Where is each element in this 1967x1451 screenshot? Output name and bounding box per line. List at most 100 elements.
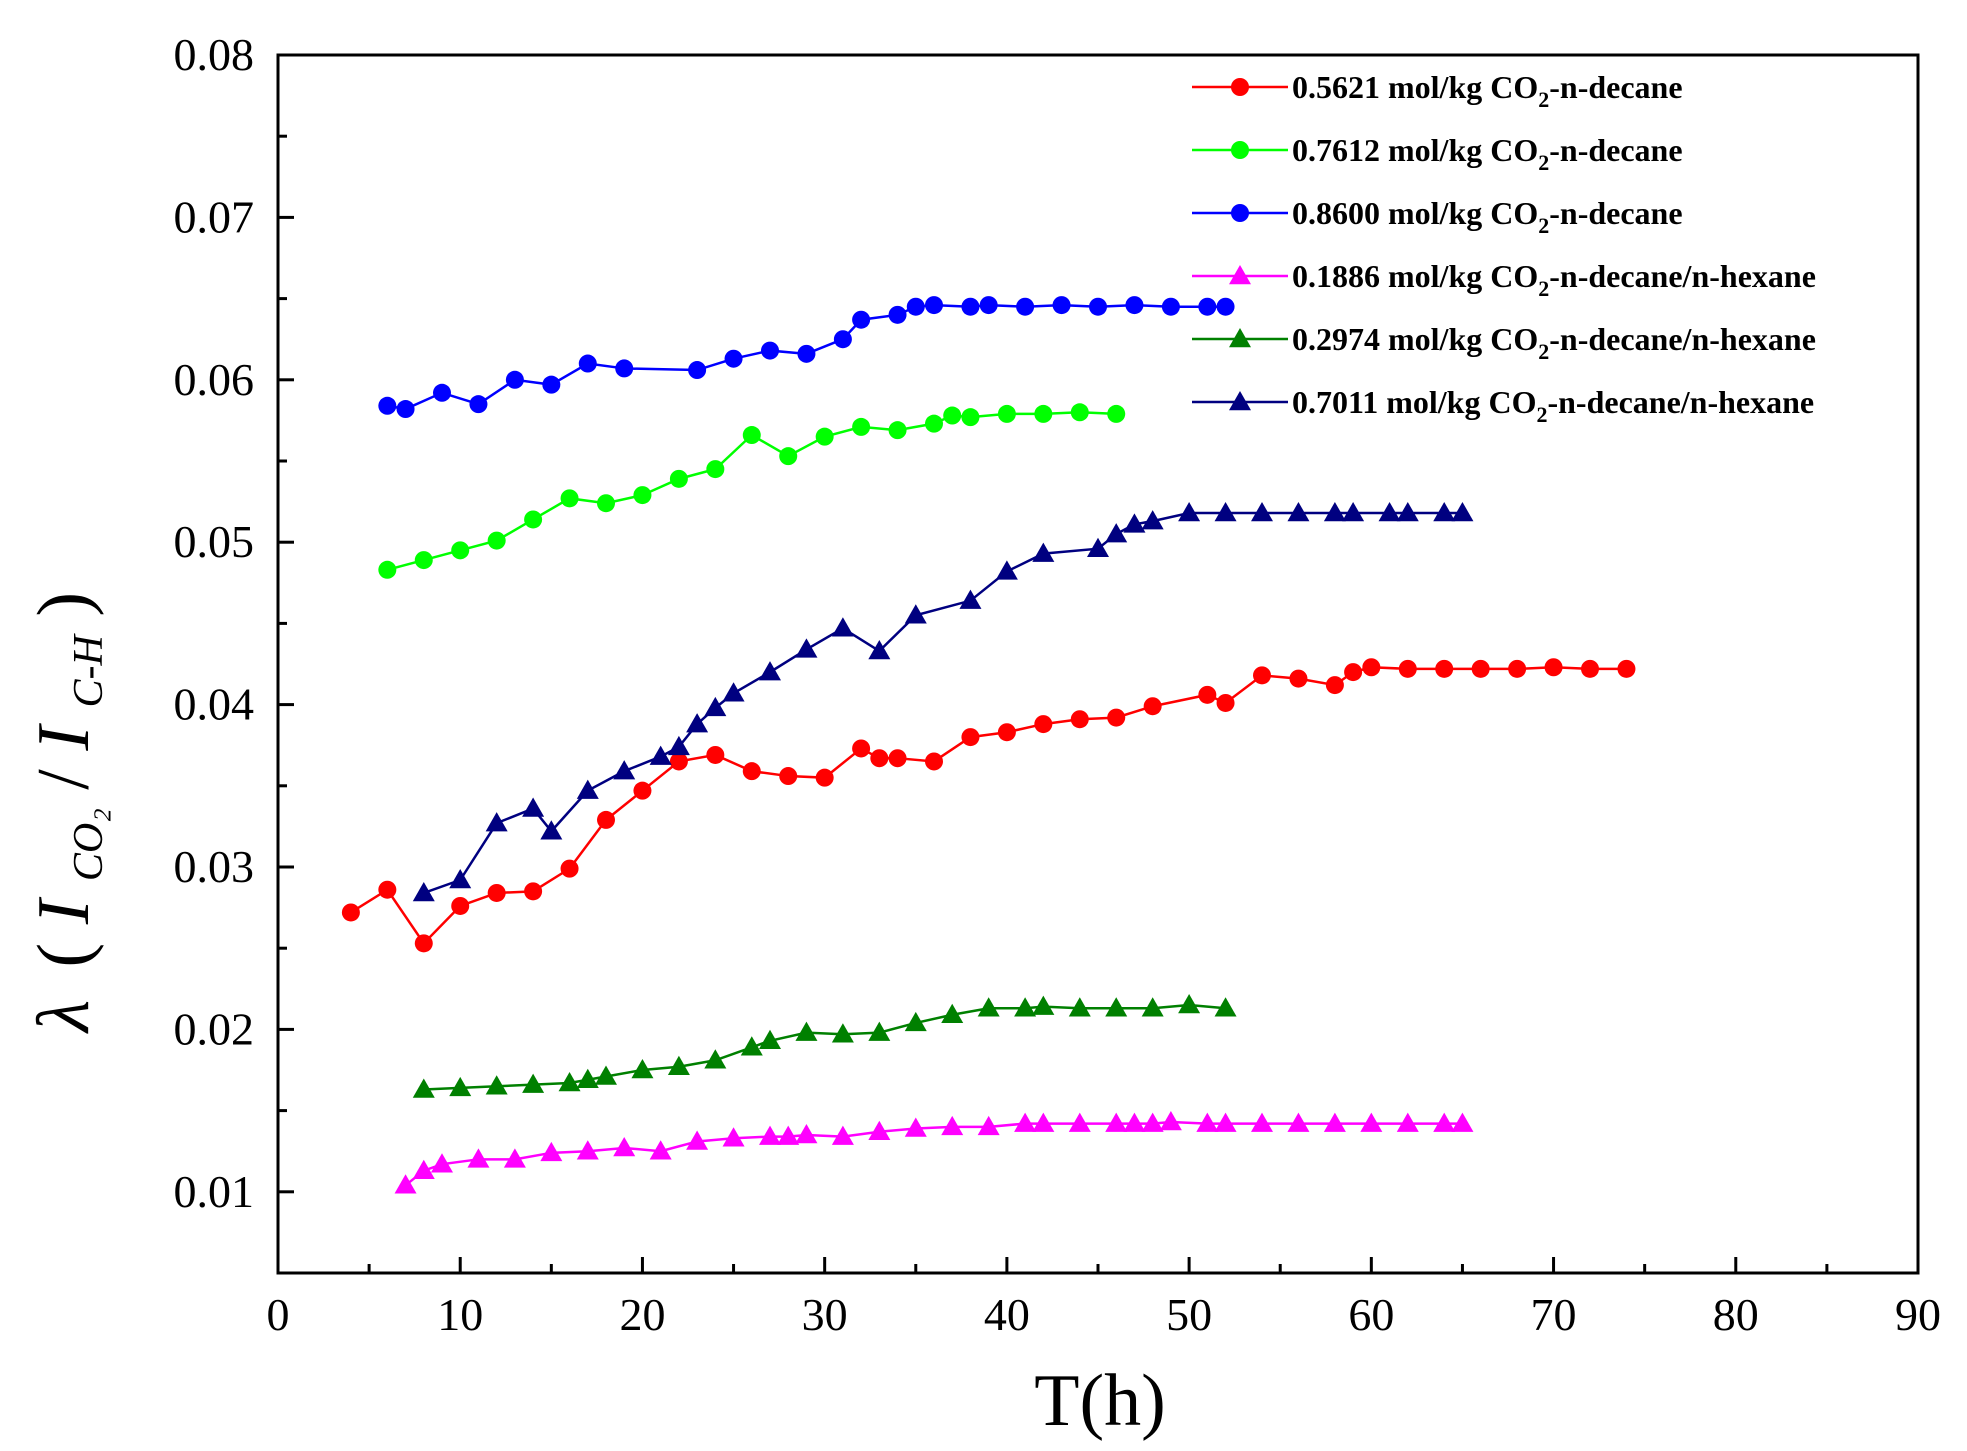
data-point [649, 1140, 672, 1160]
data-point [925, 414, 943, 433]
data-point [831, 1125, 854, 1145]
data-point [961, 728, 980, 747]
data-point [959, 589, 982, 609]
x-tick-label: 10 [437, 1289, 483, 1340]
y-tick-label: 0.03 [174, 841, 255, 892]
data-point [941, 1003, 964, 1024]
data-point [1544, 658, 1563, 677]
y-axis-title-ch: C-H [66, 632, 112, 707]
data-point [633, 486, 652, 505]
legend-marker [1229, 265, 1251, 285]
data-point [485, 812, 508, 832]
data-point [1451, 1112, 1474, 1132]
data-point [815, 427, 834, 446]
data-point [795, 638, 818, 658]
legend-marker [1231, 141, 1249, 159]
data-point [451, 541, 470, 560]
legend-entry: 0.7011 mol/kg CO2-n-decane/n-hexane [1192, 384, 1814, 427]
legend-entry: 0.2974 mol/kg CO2-n-decane/n-hexane [1192, 321, 1816, 364]
data-point [1196, 1112, 1219, 1132]
legend-label: 0.1886 mol/kg CO2-n-decane/n-hexane [1292, 258, 1816, 301]
legend: 0.5621 mol/kg CO2-n-decane 0.7612 mol/kg … [1192, 69, 1816, 427]
data-point [540, 1141, 563, 1162]
data-point [1125, 296, 1144, 315]
data-point [1216, 297, 1235, 316]
series-5 [412, 994, 1237, 1098]
data-point [1141, 997, 1164, 1017]
data-point [742, 762, 761, 781]
data-point [1105, 523, 1128, 543]
y-axis-title-close: ) [23, 592, 105, 617]
data-point [759, 1029, 781, 1050]
data-point [1070, 710, 1089, 729]
data-point [722, 1127, 745, 1147]
data-point [706, 460, 725, 479]
data-point [613, 760, 636, 780]
legend-label: 0.7612 mol/kg CO2-n-decane [1292, 132, 1683, 175]
x-tick-label: 90 [1895, 1289, 1941, 1340]
data-point [943, 406, 962, 425]
data-point [1251, 1112, 1273, 1132]
data-point [1433, 1112, 1456, 1132]
data-point [487, 531, 506, 550]
data-point [522, 797, 545, 817]
data-point [1396, 501, 1419, 522]
data-point [378, 396, 397, 415]
x-tick-label: 20 [619, 1289, 665, 1340]
data-point [1034, 715, 1053, 734]
data-point [1178, 501, 1201, 522]
data-point [1471, 659, 1490, 678]
x-tick-label: 60 [1348, 1289, 1394, 1340]
data-point [1435, 659, 1454, 678]
y-axis-title-slash: / [23, 769, 105, 790]
data-point [1014, 1112, 1037, 1132]
data-point [1251, 501, 1273, 522]
data-point [904, 1011, 927, 1032]
data-point [576, 1140, 599, 1160]
data-point [449, 868, 472, 889]
data-point [1123, 1112, 1146, 1132]
legend-label: 0.2974 mol/kg CO2-n-decane/n-hexane [1292, 321, 1816, 364]
y-axis-title-co2: CO₂ [66, 808, 112, 881]
data-point [1068, 1112, 1091, 1132]
data-point [1016, 297, 1035, 316]
data-point [904, 1117, 927, 1137]
y-axis-title-i1: I [23, 896, 105, 925]
data-point [761, 341, 779, 360]
data-point [1032, 542, 1055, 562]
data-point [1378, 501, 1401, 522]
legend-marker [1231, 204, 1249, 222]
data-point [1325, 676, 1344, 695]
data-point [686, 713, 709, 733]
data-point [1396, 1112, 1419, 1132]
data-point [1362, 658, 1381, 677]
data-point [597, 810, 615, 829]
data-point [888, 305, 907, 324]
data-point [704, 696, 727, 717]
data-point [1581, 659, 1599, 678]
data-point [1508, 659, 1527, 678]
legend-label: 0.7011 mol/kg CO2-n-decane/n-hexane [1292, 384, 1814, 427]
data-point [961, 297, 980, 316]
y-tick-label: 0.08 [174, 29, 255, 80]
data-point [1032, 1112, 1055, 1132]
data-point [669, 469, 688, 488]
data-point [469, 395, 488, 414]
data-point [868, 640, 891, 660]
data-point [595, 1065, 617, 1085]
data-point [704, 1049, 727, 1069]
data-point [831, 617, 854, 637]
data-point [1214, 501, 1237, 522]
data-point [995, 560, 1018, 580]
legend-marker [1229, 391, 1251, 411]
data-point [631, 1059, 654, 1079]
y-tick-label: 0.05 [174, 516, 255, 567]
x-tick-label: 30 [802, 1289, 848, 1340]
data-point [815, 768, 834, 787]
data-point [1433, 501, 1456, 522]
data-point [378, 880, 397, 899]
data-point [433, 383, 451, 402]
data-point [1287, 1112, 1310, 1132]
y-axis-title-lambda: λ [23, 1000, 105, 1034]
